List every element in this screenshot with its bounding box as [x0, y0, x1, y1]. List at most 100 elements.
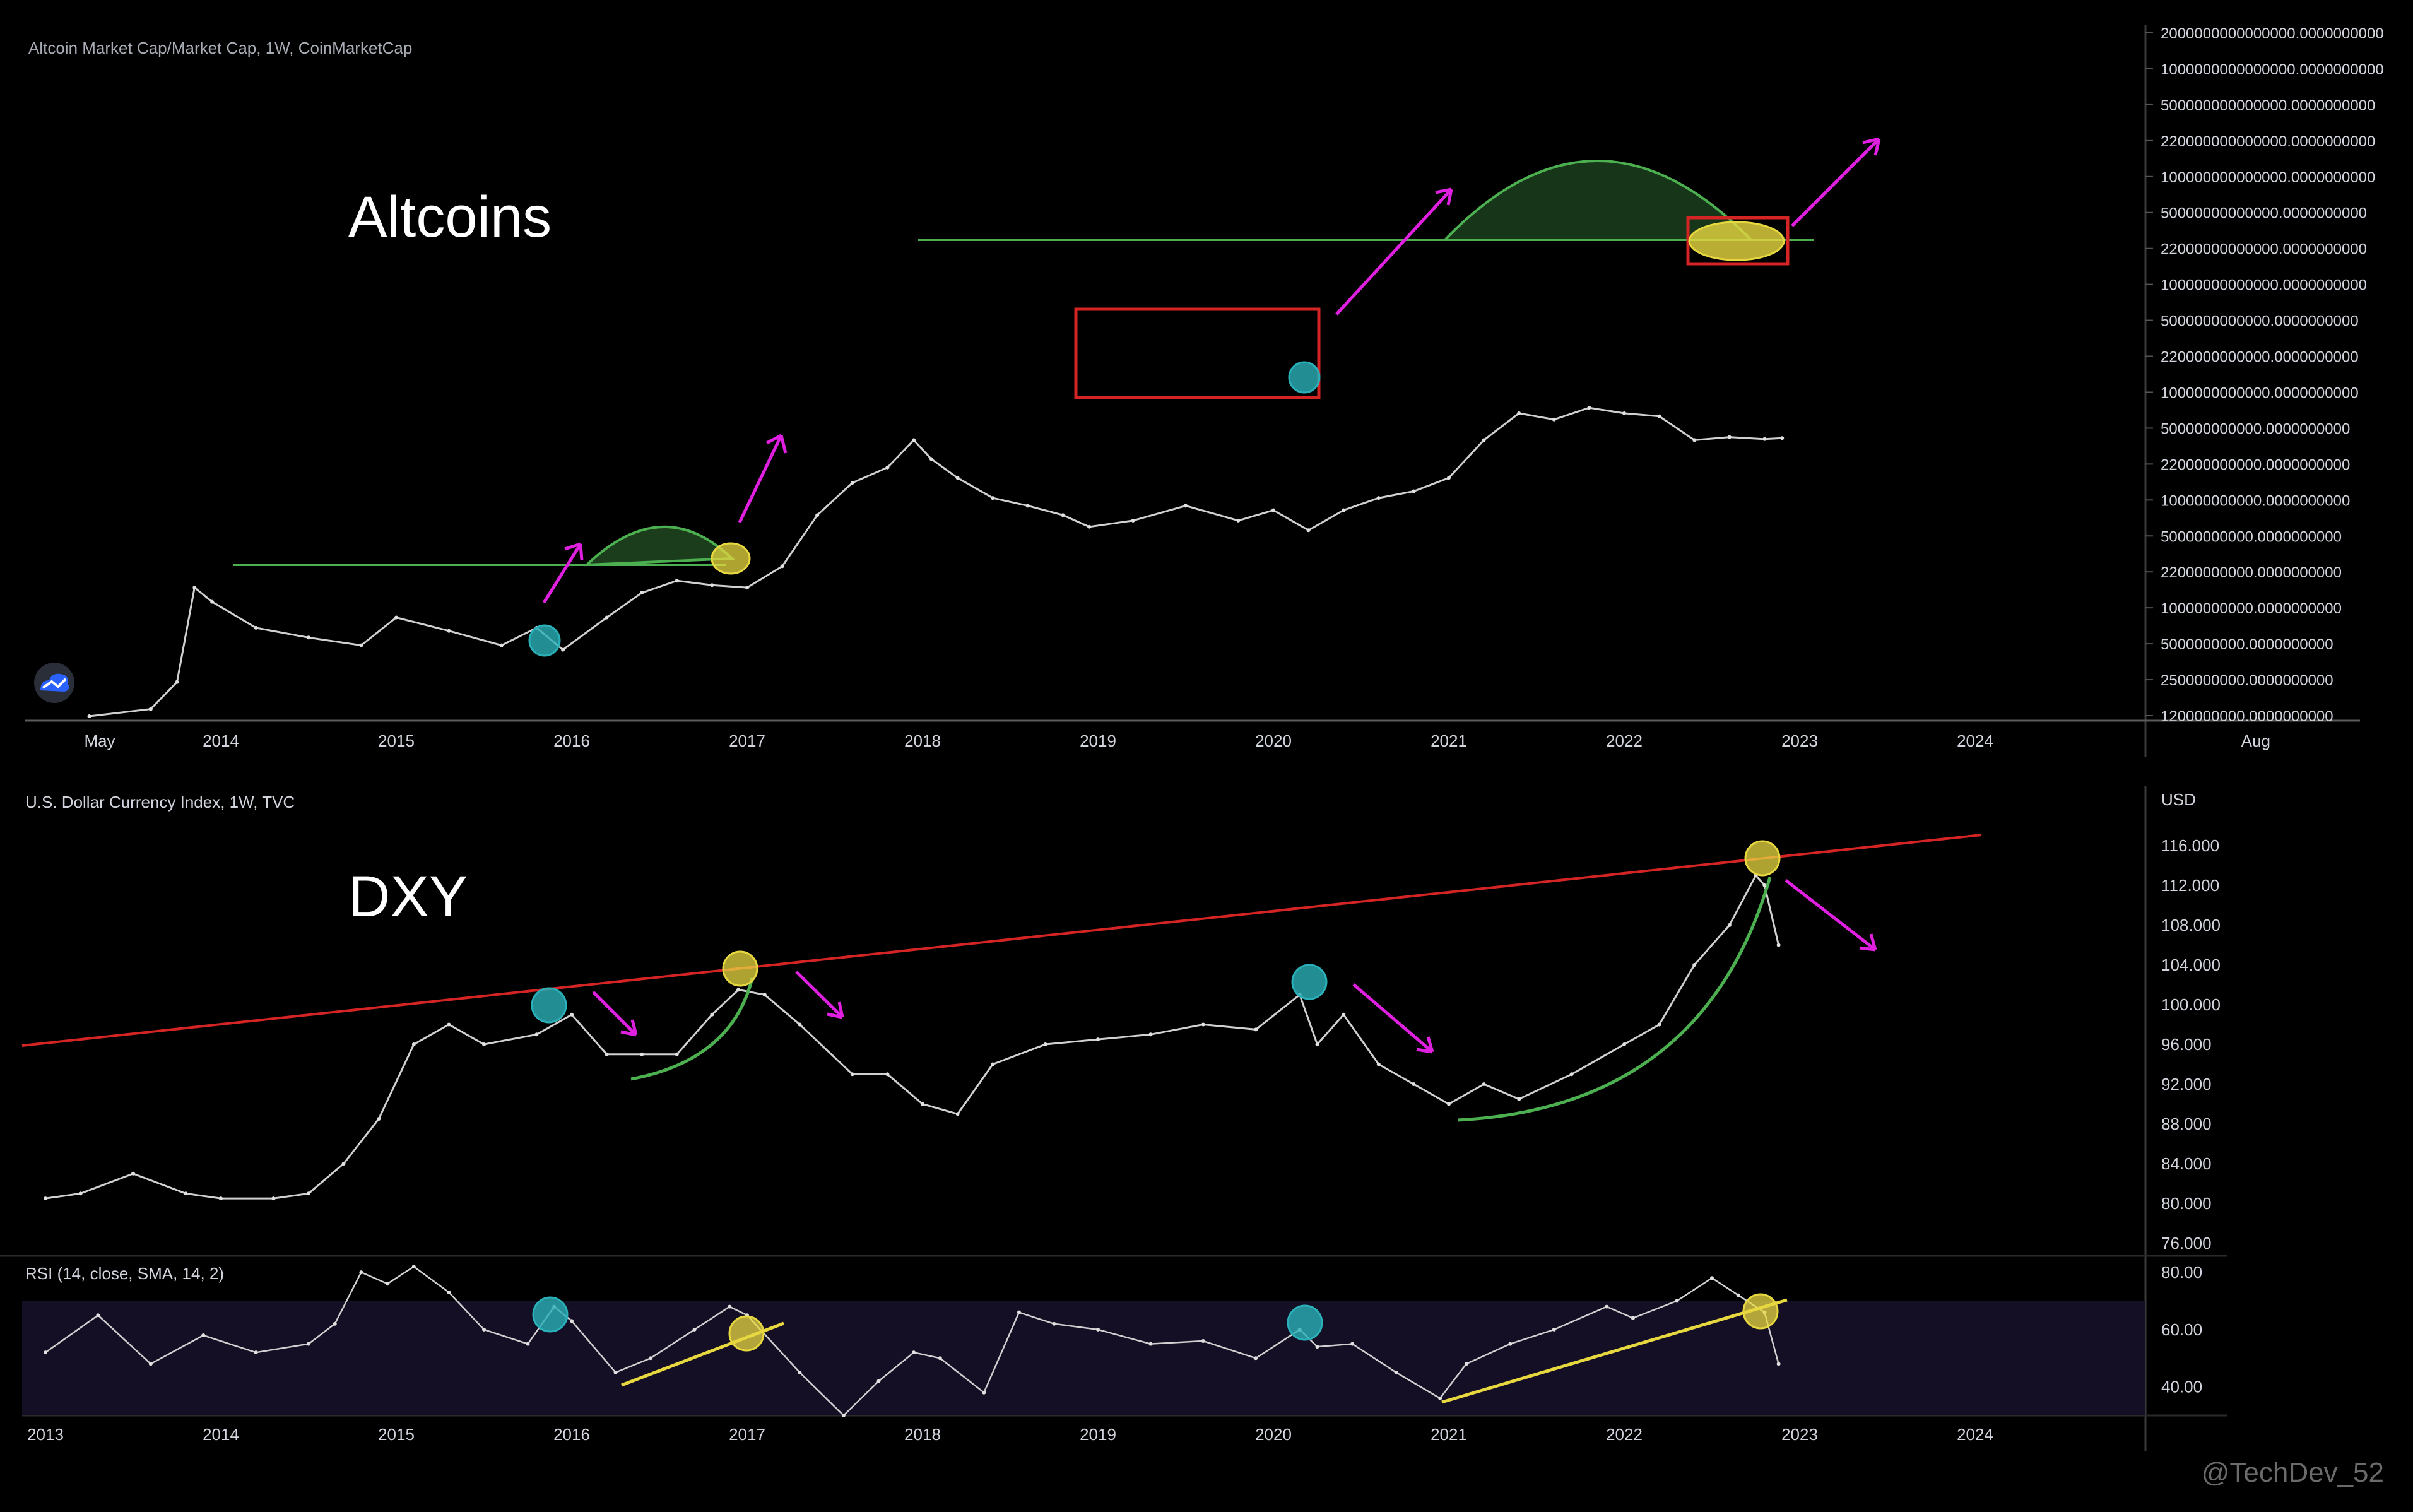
dxy-point	[1776, 943, 1781, 947]
altcoin-y-axis-labels: 2000000000000000.0000000000 1000000000000…	[2145, 25, 2384, 725]
dxy-price-series	[44, 873, 1781, 1201]
altcoin-x-tick-label: 2017	[729, 731, 765, 750]
altcoin-point	[1692, 438, 1697, 442]
dxy-currency-label: USD	[2161, 790, 2196, 809]
rsi-point	[912, 1350, 916, 1355]
altcoin-point	[1412, 489, 1416, 493]
rsi-yellow-marker-2022	[1742, 1293, 1779, 1330]
altcoin-y-tick-label: 1000000000000000.0000000000	[2161, 61, 2384, 78]
dxy-point	[1482, 1082, 1486, 1086]
dxy-point	[534, 1032, 539, 1037]
dxy-curve-2022	[1457, 877, 1772, 1122]
dxy-point	[921, 1102, 924, 1106]
dxy-y-tick-label: 104.000	[2161, 955, 2221, 974]
dxy-point	[1201, 1022, 1205, 1027]
rsi-point	[333, 1321, 337, 1326]
altcoin-point	[1131, 518, 1135, 523]
altcoin-y-tick-label: 220000000000000.0000000000	[2161, 133, 2375, 150]
rsi-point	[254, 1350, 258, 1355]
dxy-point	[1517, 1097, 1521, 1101]
dxy-point	[570, 1012, 574, 1017]
rsi-point	[570, 1319, 574, 1323]
rsi-panel-header: RSI (14, close, SMA, 14, 2)	[25, 1264, 224, 1283]
altcoin-point	[1447, 476, 1451, 480]
dxy-point	[447, 1022, 451, 1027]
altcoin-y-tick-label: 10000000000.0000000000	[2161, 600, 2342, 617]
tradingview-cloud-icon[interactable]	[34, 663, 74, 703]
altcoin-y-tick-label: 5000000000000.0000000000	[2161, 313, 2359, 330]
accumulation-box-2019	[1074, 307, 1321, 399]
rsi-point	[938, 1356, 942, 1361]
bottom-x-tick-label: 2014	[203, 1425, 239, 1444]
altcoin-point	[912, 438, 916, 442]
altcoin-point	[359, 643, 363, 647]
rsi-point	[386, 1282, 390, 1286]
rsi-point	[1464, 1362, 1468, 1366]
altcoin-panel-header: Altcoin Market Cap/Market Cap, 1W, CoinM…	[28, 38, 412, 57]
dxy-cyan-marker-2020	[1291, 964, 1328, 1000]
dxy-yellow-marker-2022	[1744, 840, 1781, 877]
altcoin-point	[780, 564, 784, 569]
dxy-point	[1762, 883, 1767, 887]
altcoin-point	[1025, 504, 1030, 508]
rsi-point	[307, 1342, 310, 1346]
rsi-point	[447, 1290, 451, 1294]
rsi-trendline-2022	[1441, 1298, 1788, 1404]
dxy-magenta-arrows	[592, 879, 1877, 1054]
rsi-y-tick-label: 40.00	[2161, 1378, 2202, 1397]
bottom-x-tick-label: 2019	[1080, 1425, 1116, 1444]
dxy-y-tick-label: 100.000	[2161, 995, 2221, 1014]
altcoin-point	[192, 586, 197, 590]
altcoin-y-tick-label: 500000000000000.0000000000	[2161, 97, 2375, 114]
rsi-point	[411, 1265, 416, 1269]
altcoin-point	[1622, 411, 1626, 415]
cyan-marker-2015	[528, 624, 561, 657]
rsi-yellow-marker-2016	[728, 1315, 765, 1352]
altcoin-point	[307, 635, 310, 640]
dxy-y-tick-label: 92.000	[2161, 1075, 2212, 1094]
altcoin-x-tick-label: Aug	[2241, 731, 2270, 750]
dxy-point	[850, 1072, 854, 1077]
altcoin-point	[1587, 406, 1591, 410]
altcoin-point	[955, 476, 960, 480]
dxy-panel-header: U.S. Dollar Currency Index, 1W, TVC	[25, 793, 295, 812]
altcoin-point	[1482, 438, 1486, 442]
altcoin-point	[394, 615, 398, 620]
altcoin-x-tick-label: 2014	[203, 731, 239, 750]
altcoin-x-tick-label: 2020	[1255, 731, 1292, 750]
dxy-point	[798, 1022, 802, 1027]
dxy-point	[605, 1052, 609, 1056]
dxy-point	[377, 1117, 381, 1121]
altcoin-point	[1376, 496, 1381, 500]
rounded-top-2021	[1442, 160, 1754, 241]
dxy-point	[219, 1196, 223, 1201]
dxy-point	[482, 1042, 486, 1046]
rsi-point	[1605, 1304, 1609, 1309]
dxy-point	[1657, 1022, 1661, 1027]
bottom-x-tick-label: 2015	[378, 1425, 415, 1444]
altcoin-annotations	[233, 137, 1881, 657]
altcoin-point	[1087, 524, 1092, 529]
altcoin-point	[1306, 528, 1311, 533]
rsi-point	[1631, 1316, 1635, 1320]
rsi-y-tick-label: 80.00	[2161, 1263, 2202, 1282]
dxy-y-axis-labels: 116.000 112.000 108.000 104.000 100.000 96.00…	[2161, 836, 2221, 1253]
dxy-y-tick-label: 76.000	[2161, 1234, 2212, 1253]
altcoin-point	[254, 625, 258, 630]
rsi-point	[1438, 1396, 1442, 1400]
altcoin-point	[885, 465, 890, 470]
altcoin-point	[499, 643, 504, 647]
accumulation-box-2022	[1686, 216, 1790, 266]
rsi-point	[1675, 1299, 1679, 1303]
altcoin-y-tick-label: 5000000000.0000000000	[2161, 636, 2333, 653]
yellow-marker-2016	[711, 542, 751, 575]
altcoin-point	[87, 714, 91, 718]
rsi-y-axis-labels: 80.00 60.00 40.00	[2161, 1263, 2202, 1396]
bottom-x-tick-label: 2017	[729, 1425, 765, 1444]
rsi-point	[728, 1304, 732, 1309]
altcoin-x-tick-label: 2024	[1957, 731, 1993, 750]
altcoin-point	[1780, 436, 1785, 440]
rsi-point	[526, 1342, 530, 1346]
altcoin-x-tick-label: 2023	[1781, 731, 1818, 750]
